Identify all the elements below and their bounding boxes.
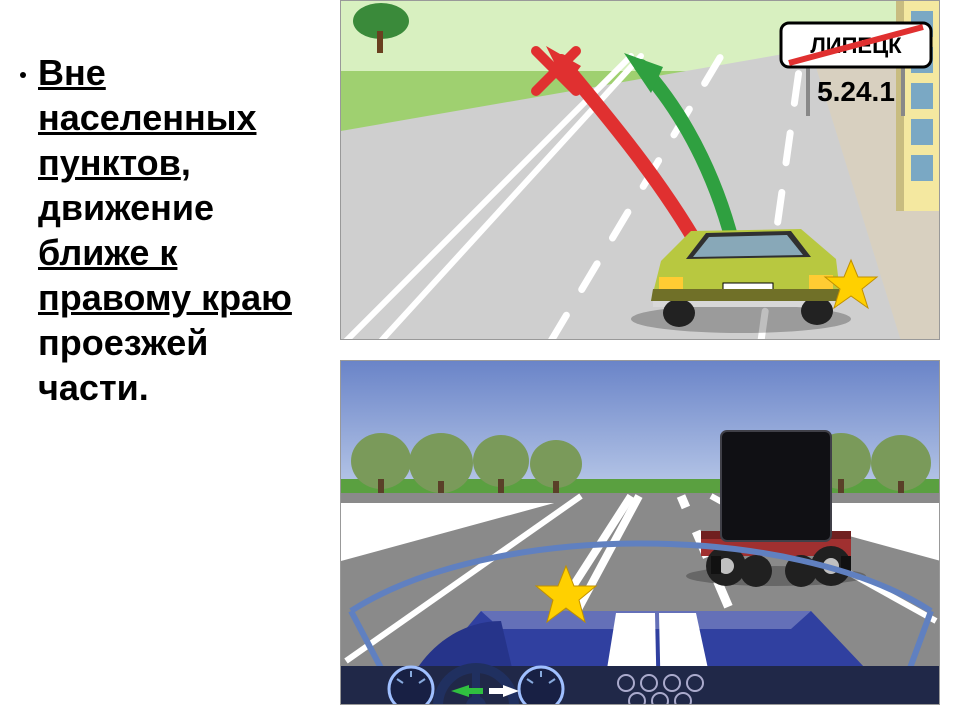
top-scene-svg: ЛИПЕЦК 5.24.1 <box>341 1 940 340</box>
rule-text-block: Вне населенных пунктов, движение ближе к… <box>20 50 320 410</box>
text-part3: ближе к правому краю <box>38 232 292 318</box>
rule-paragraph: Вне населенных пунктов, движение ближе к… <box>38 50 320 410</box>
bullet-item: Вне населенных пунктов, движение ближе к… <box>20 50 320 410</box>
illustration-bottom <box>340 360 940 705</box>
illustration-top: ЛИПЕЦК 5.24.1 <box>340 0 940 340</box>
text-part1: Вне населенных пунктов <box>38 52 256 183</box>
bullet-dot <box>20 72 26 78</box>
text-part4: проезжей части. <box>38 322 208 408</box>
sign-code: 5.24.1 <box>817 76 895 107</box>
bottom-scene-svg <box>341 361 940 705</box>
dashboard <box>341 666 940 705</box>
